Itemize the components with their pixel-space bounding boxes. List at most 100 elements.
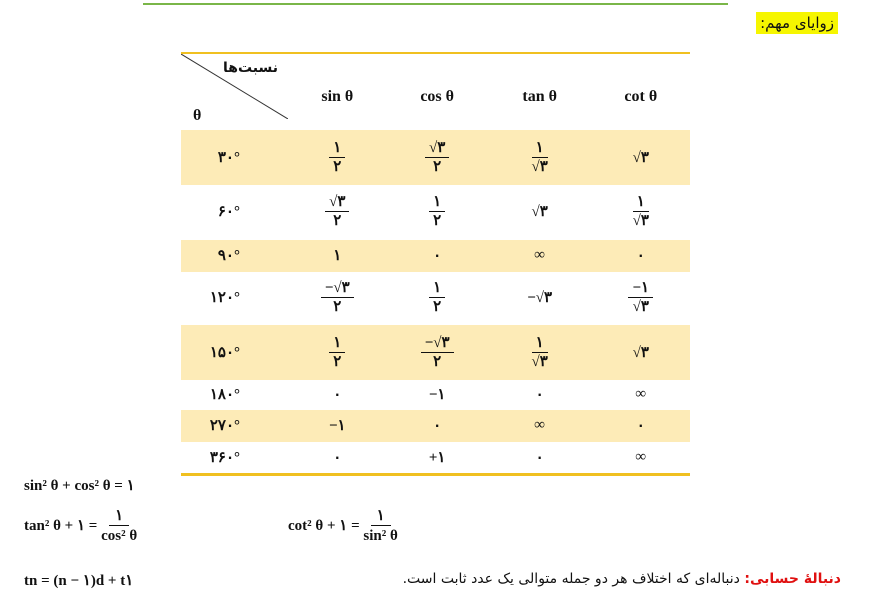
denominator: ۲ xyxy=(333,299,342,316)
numerator: ۱ xyxy=(531,139,548,158)
sin-value: ۰ xyxy=(333,386,342,403)
angle-cell: ۶۰° xyxy=(217,204,240,221)
tan-value: ۱ √۳ xyxy=(487,324,592,380)
angle-cell: ۳۶۰° xyxy=(209,449,240,466)
fraction: √۳ ۲ xyxy=(325,193,350,230)
col-header-cot: cot θ xyxy=(624,87,658,105)
denominator: cos² θ xyxy=(101,528,138,544)
cot-value: ۰ xyxy=(591,409,690,442)
angle-cell: ۱۵۰° xyxy=(181,324,288,380)
sin-value: ۰ xyxy=(333,449,342,466)
tan-identity-fraction: ۱ cos² θ xyxy=(101,507,137,546)
denominator: ۲ xyxy=(433,299,442,316)
arithmetic-sequence-formula: tn = (n − ۱)d + t۱ xyxy=(24,573,134,589)
pythagorean-identity: sin² θ + cos² θ = ۱ xyxy=(24,478,135,494)
numerator: √۳ xyxy=(425,139,450,158)
angle-cell: ۳۰° xyxy=(181,129,288,185)
denominator: ۲ xyxy=(333,353,342,370)
fraction: ۱ √۳ xyxy=(532,139,548,176)
divider-line xyxy=(143,3,728,5)
fraction: −√۳ ۲ xyxy=(420,334,454,371)
denominator: sin² θ xyxy=(363,528,398,544)
table-row: ۱۲۰° −√۳ ۲ ۱ ۲ −√۳ −۱ √۳ xyxy=(181,272,690,325)
sin-value: ۱ xyxy=(288,239,387,272)
cot-value: ۱ √۳ xyxy=(592,185,690,240)
angle-cell: ۹۰° xyxy=(181,239,288,272)
numerator: −√۳ xyxy=(320,279,354,299)
angle-cell: ۲۷۰° xyxy=(181,409,288,442)
numerator: ۱ xyxy=(370,507,391,526)
numerator: ۱ xyxy=(109,507,130,526)
cot-value: √۳ xyxy=(591,324,690,380)
denominator: ۲ xyxy=(333,158,342,175)
arithmetic-sequence-definition: دنبالهٔ حسابی: دنباله‌ای که اختلاف هر دو… xyxy=(403,571,841,587)
cos-value: ۰ xyxy=(386,239,488,272)
numerator: ۱ xyxy=(329,334,346,353)
denominator: ۲ xyxy=(433,158,442,175)
denominator: ۲ xyxy=(433,353,442,370)
numerator: ۱ xyxy=(531,334,548,353)
tan-value: ۱ √۳ xyxy=(487,129,592,185)
cot-value: ∞ xyxy=(635,448,647,465)
tan-value: ۰ xyxy=(535,386,544,403)
cot-identity-fraction: ۱ sin² θ xyxy=(363,507,397,546)
angle-cell: ۱۸۰° xyxy=(209,386,240,403)
cot-value: −۱ √۳ xyxy=(592,272,690,325)
cot-value: √۳ xyxy=(591,129,690,185)
definition-text: دنباله‌ای که اختلاف هر دو جمله متوالی یک… xyxy=(402,571,745,587)
numerator: ۱ xyxy=(429,279,446,299)
fraction: ۱ √۳ xyxy=(633,193,649,230)
trig-table: نسبت‌ها θ sin θ cos θ tan θ cot θ ۳۰° ۱ ۲ √… xyxy=(181,52,690,476)
denominator: √۳ xyxy=(632,299,649,316)
table-row: ۹۰° ۱ ۰ ∞ ۰ xyxy=(181,239,690,272)
angle-cell: ۱۲۰° xyxy=(209,290,240,307)
col-header-tan: tan θ xyxy=(522,87,557,105)
col-header-cos: cos θ xyxy=(420,87,455,105)
table-row: ۳۶۰° ۰ +۱ ۰ ∞ xyxy=(181,442,690,475)
numerator: ۱ xyxy=(429,193,446,213)
corner-ratios-label: نسبت‌ها xyxy=(222,60,278,76)
numerator: √۳ xyxy=(325,193,350,213)
table-row: ۱۵۰° ۱ ۲ −√۳ ۲ ۱ √۳ √۳ xyxy=(181,324,690,380)
definition-title: دنبالهٔ حسابی: xyxy=(744,571,841,587)
denominator: √۳ xyxy=(531,158,548,175)
denominator: √۳ xyxy=(632,213,649,230)
tan-value: ∞ xyxy=(487,409,592,442)
tan-value: √۳ xyxy=(531,204,548,221)
table-row: ۱۸۰° ۰ −۱ ۰ ∞ xyxy=(181,380,690,410)
sin-value: √۳ ۲ xyxy=(288,185,387,240)
sin-value: −۱ xyxy=(288,409,387,442)
sin-value: −√۳ ۲ xyxy=(288,272,387,325)
denominator: ۲ xyxy=(333,213,342,230)
denominator: ۲ xyxy=(433,213,442,230)
section-heading: زوایای مهم: xyxy=(756,12,838,34)
numerator: ۱ xyxy=(329,139,346,158)
cos-value: ۰ xyxy=(386,409,488,442)
cos-value: √۳ ۲ xyxy=(386,129,488,185)
corner-cell: نسبت‌ها θ xyxy=(181,53,288,130)
table-row: ۶۰° √۳ ۲ ۱ ۲ √۳ ۱ √۳ xyxy=(181,185,690,240)
tan-value: ۰ xyxy=(535,449,544,466)
cot-value: ۰ xyxy=(591,239,690,272)
tan-value: ∞ xyxy=(487,239,592,272)
col-header-sin: sin θ xyxy=(321,87,354,105)
cot-identity: cot² θ + ۱ = ۱ sin² θ xyxy=(288,507,398,546)
diagonal-line xyxy=(181,54,288,119)
numerator: −√۳ xyxy=(420,334,454,353)
denominator: √۳ xyxy=(531,353,548,370)
tan-identity: tan² θ + ۱ = ۱ cos² θ xyxy=(24,507,137,546)
cot-value: ∞ xyxy=(635,385,647,402)
cos-value: +۱ xyxy=(428,449,446,466)
table-header-row: نسبت‌ها θ sin θ cos θ tan θ cot θ xyxy=(181,53,690,130)
fraction: −۱ √۳ xyxy=(628,279,654,316)
tan-value: −√۳ xyxy=(527,290,553,307)
numerator: −۱ xyxy=(628,279,654,299)
table-row: ۲۷۰° −۱ ۰ ∞ ۰ xyxy=(181,409,690,442)
